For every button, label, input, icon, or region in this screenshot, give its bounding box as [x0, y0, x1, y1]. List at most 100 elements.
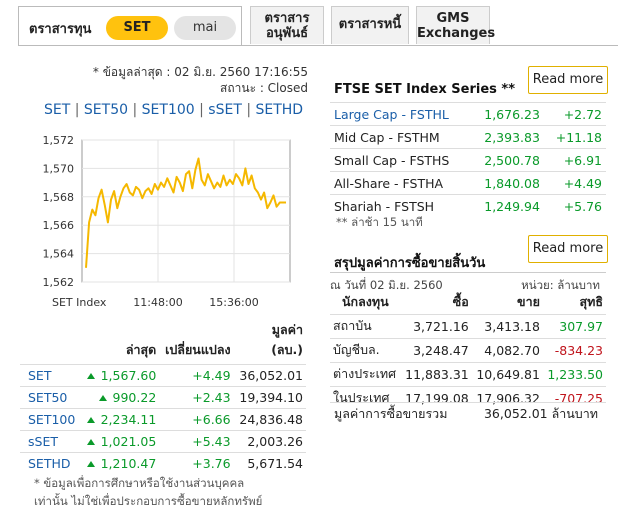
index-name[interactable]: sSET: [20, 430, 81, 453]
ftse-delay-note: ** ล่าช้า 15 นาที: [336, 215, 423, 229]
ftse-index-change: +11.18: [543, 125, 606, 149]
ftse-row[interactable]: Shariah - FSTSH 1,249.94 +5.76: [330, 194, 606, 218]
index-link-sethd[interactable]: SETHD: [255, 102, 304, 118]
index-value: 36,052.01: [233, 364, 306, 387]
ftse-index-change: +4.49: [543, 171, 606, 195]
trading-total-row: มูลค่าการซื้อขายรวม 36,052.01 ล้านบาท: [330, 402, 606, 424]
index-last: 1,021.05: [80, 430, 160, 453]
index-last-value: 1,210.47: [100, 456, 157, 472]
tab-gms-exchanges[interactable]: GMS Exchanges: [416, 6, 496, 44]
last-updated-text: * ข้อมูลล่าสุด : 02 มิ.ย. 2560 17:16:55: [92, 65, 308, 79]
ftse-index-value: 2,393.83: [471, 125, 544, 149]
tab-equity-label: ตราสารทุน: [29, 22, 92, 37]
ftse-index-name[interactable]: All-Share - FSTHA: [330, 171, 472, 195]
up-arrow-icon: [98, 395, 107, 401]
market-tabs: ตราสารทุน SET mai ตราสาร อนุพันธ์ ตราสาร…: [0, 0, 620, 46]
net-value: -834.23: [542, 337, 606, 362]
total-value: 36,052.01 ล้านบาท: [483, 406, 598, 421]
net-header: สุทธิ: [579, 293, 604, 309]
index-name[interactable]: SET100: [20, 408, 81, 431]
ftse-row[interactable]: Small Cap - FSTHS 2,500.78 +6.91: [330, 148, 606, 172]
ftse-section-title: FTSE SET Index Series **: [334, 82, 516, 97]
sell-value: 10,649.81: [471, 361, 543, 386]
ftse-index-name[interactable]: Large Cap - FSTHL: [330, 102, 472, 126]
index-name[interactable]: SET50: [20, 386, 81, 409]
ftse-index-value: 1,249.94: [471, 194, 544, 218]
up-arrow-icon: [86, 417, 95, 423]
ftse-index-value: 1,840.08: [471, 171, 544, 195]
trading-unit: หน่วย: ล้านบาท: [521, 278, 600, 292]
index-last-value: 1,021.05: [100, 434, 157, 449]
table-row[interactable]: SET50 990.22 +2.43 19,394.10: [20, 386, 306, 409]
tab-bonds[interactable]: ตราสารหนี้: [331, 6, 409, 44]
y-tick-label: 1,562: [43, 276, 75, 289]
ftse-read-more-button[interactable]: Read more: [528, 66, 608, 94]
index-value: 24,836.48: [233, 408, 306, 431]
sell-value: 4,082.70: [471, 337, 543, 362]
tab-derivatives-line2: อนุพันธ์: [265, 26, 309, 41]
total-label: มูลค่าการซื้อขายรวม: [334, 406, 448, 421]
table-row: บัญชีบล. 3,248.47 4,082.70 -834.23: [330, 337, 606, 362]
ftse-index-name[interactable]: Mid Cap - FSTHM: [330, 125, 472, 149]
up-arrow-icon: [86, 461, 95, 468]
tab-divider: [18, 45, 618, 46]
table-row[interactable]: SET 1,567.60 +4.49 36,052.01: [20, 364, 306, 387]
trading-read-more-button[interactable]: Read more: [528, 235, 608, 263]
mai-pill-button[interactable]: mai: [174, 16, 236, 40]
buy-header: ซื้อ: [452, 293, 469, 309]
tab-derivatives-line1: ตราสาร: [264, 11, 310, 26]
table-row: ต่างประเทศ 11,883.31 10,649.81 1,233.50: [330, 361, 606, 386]
index-link-set[interactable]: SET: [44, 102, 71, 118]
ftse-index-value: 2,500.78: [471, 148, 544, 172]
index-change: +2.43: [159, 386, 234, 409]
index-last: 1,567.60: [80, 364, 160, 387]
index-links: SET | SET50 | SET100 | sSET | SETHD: [44, 102, 304, 118]
x-tick-label: 15:36:00: [209, 296, 258, 309]
ftse-index-name[interactable]: Small Cap - FSTHS: [330, 148, 472, 172]
ftse-index-change: +2.72: [543, 102, 606, 126]
x-tick-label: 11:48:00: [133, 296, 182, 309]
trading-date: ณ วันที่ 02 มิ.ย. 2560: [330, 278, 443, 292]
disclaimer-note: * ข้อมูลเพื่อการศึกษาหรือใช้งานส่วนบุคคล…: [34, 474, 314, 510]
set-pill-button[interactable]: SET: [106, 16, 168, 40]
index-last: 2,234.11: [80, 408, 160, 431]
y-tick-label: 1,570: [43, 162, 75, 175]
index-name[interactable]: SET: [20, 364, 81, 387]
tab-derivatives[interactable]: ตราสาร อนุพันธ์: [250, 6, 324, 44]
investor-header: นักลงทุน: [341, 293, 389, 309]
tab-equity[interactable]: ตราสารทุน SET mai: [18, 6, 242, 46]
buy-value: 3,721.16: [400, 313, 472, 338]
index-link-set100[interactable]: SET100: [141, 102, 195, 118]
series-line-set-index: [85, 157, 286, 268]
tab-gms-line1: GMS: [436, 11, 470, 26]
index-link-set50[interactable]: SET50: [83, 102, 129, 118]
index-change: +6.66: [159, 408, 234, 431]
buy-value: 3,248.47: [400, 337, 472, 362]
index-change: +5.43: [159, 430, 234, 453]
set-index-chart: 1,572 1,570 1,568 1,566 1,564 1,562 11:48:00 15…: [43, 134, 291, 309]
table-row[interactable]: SET100 2,234.11 +6.66 24,836.48: [20, 408, 306, 431]
investor-type: ต่างประเทศ: [330, 361, 401, 386]
index-name[interactable]: SETHD: [20, 452, 81, 475]
market-status-text: สถานะ : Closed: [220, 81, 308, 95]
index-link-sset[interactable]: sSET: [208, 102, 242, 118]
y-tick-label: 1,566: [43, 219, 75, 232]
col-value-header-line2: (ลบ.): [271, 342, 303, 357]
index-value: 5,671.54: [233, 452, 306, 475]
col-change-header: เปลี่ยนแปลง: [165, 342, 231, 357]
index-summary-table: ล่าสุด เปลี่ยนแปลง มูลค่า (ลบ.) SET 1,567…: [20, 318, 306, 475]
tab-gms-line2: Exchanges: [417, 26, 496, 41]
ftse-row[interactable]: All-Share - FSTHA 1,840.08 +4.49: [330, 171, 606, 195]
net-value: -707.25: [542, 385, 606, 410]
table-row: สถาบัน 3,721.16 3,413.18 307.97: [330, 313, 606, 338]
chart-plot-area: [81, 139, 291, 283]
index-last: 1,210.47: [80, 452, 160, 475]
ftse-row[interactable]: Mid Cap - FSTHM 2,393.83 +11.18: [330, 125, 606, 149]
index-last: 990.22: [80, 386, 160, 409]
ftse-row[interactable]: Large Cap - FSTHL 1,676.23 +2.72: [330, 102, 606, 126]
up-arrow-icon: [86, 439, 95, 445]
table-row[interactable]: SETHD 1,210.47 +3.76 5,671.54: [20, 452, 306, 475]
up-arrow-icon: [86, 373, 95, 379]
table-row[interactable]: sSET 1,021.05 +5.43 2,003.26: [20, 430, 306, 453]
ftse-index-name[interactable]: Shariah - FSTSH: [330, 194, 472, 218]
